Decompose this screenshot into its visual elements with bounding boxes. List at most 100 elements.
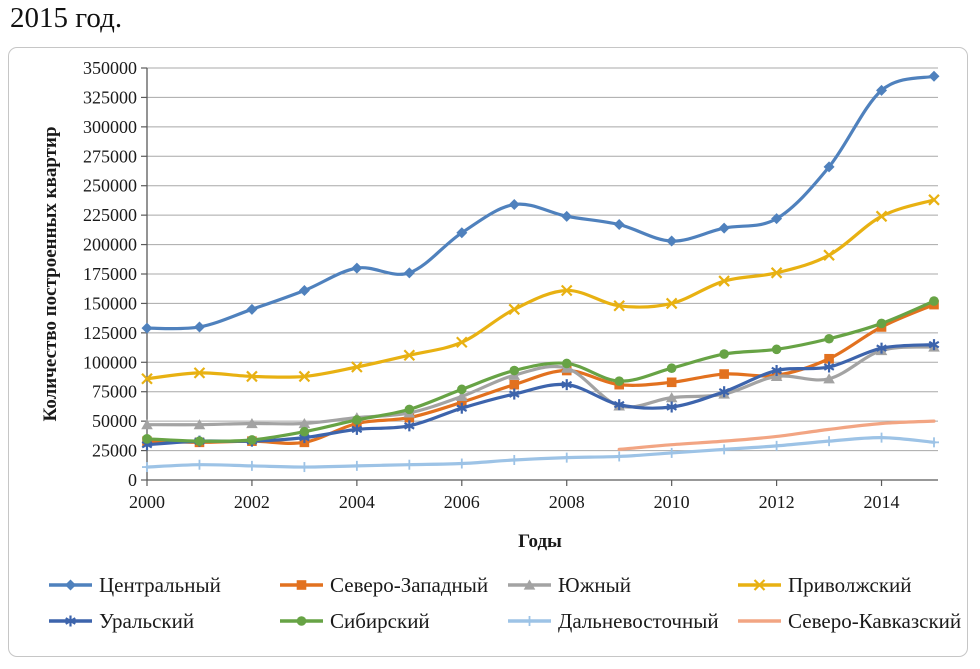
data-point-ural	[299, 433, 310, 442]
y-axis-title: Количество построенных квартир	[40, 126, 61, 421]
series-line-central	[145, 74, 936, 331]
data-point-ural	[508, 390, 520, 398]
data-point-northwest	[719, 369, 729, 379]
data-point-ural	[876, 344, 887, 352]
legend-label-volga: Приволжский	[788, 573, 912, 597]
legend-marker-ural	[65, 617, 76, 625]
data-point-south	[193, 419, 206, 430]
y-tick-label: 175000	[83, 264, 137, 284]
legend-label-central: Центральный	[99, 573, 221, 597]
data-point-siberian	[142, 434, 152, 444]
x-tick-label: 2004	[339, 492, 375, 512]
y-tick-label: 200000	[83, 235, 137, 255]
legend-label-fareast: Дальневосточный	[558, 609, 719, 633]
x-tick-label: 2000	[129, 492, 165, 512]
legend-item-fareast: Дальневосточный	[508, 609, 719, 633]
data-point-south	[141, 419, 153, 430]
data-point-central	[508, 199, 520, 211]
data-point-central	[351, 262, 363, 274]
data-point-central	[246, 303, 258, 315]
data-point-central	[456, 227, 468, 239]
y-tick-label: 325000	[83, 87, 137, 107]
data-point-siberian	[404, 404, 415, 415]
data-point-siberian	[614, 376, 624, 386]
series-line-volga	[145, 198, 936, 381]
data-point-central	[928, 70, 940, 82]
data-point-siberian	[299, 426, 310, 437]
data-point-siberian	[247, 435, 257, 445]
data-point-volga	[456, 336, 468, 349]
data-point-ural	[456, 404, 468, 412]
series-south	[141, 341, 940, 430]
data-point-central	[193, 321, 205, 333]
data-point-central	[141, 322, 153, 334]
data-point-northwest	[509, 379, 520, 390]
data-point-south	[823, 373, 835, 384]
data-point-south	[298, 417, 311, 429]
data-point-ural	[718, 387, 730, 396]
legend-item-ural: Уральский	[49, 609, 194, 633]
data-point-volga	[928, 194, 940, 206]
data-point-northwest	[824, 353, 834, 364]
data-point-volga	[298, 370, 311, 383]
data-point-volga	[246, 370, 258, 383]
series-volga	[141, 194, 940, 385]
legend-marker-central	[65, 579, 76, 591]
data-point-volga	[875, 210, 888, 223]
data-point-volga	[403, 349, 416, 362]
data-point-central	[613, 219, 625, 231]
data-point-south	[246, 417, 258, 429]
legend: Центральный Северо-Западный Южный Приволжск…	[49, 573, 961, 633]
x-tick-label: 2012	[759, 492, 795, 512]
series-siberian	[142, 296, 939, 446]
data-point-siberian	[876, 318, 887, 329]
data-point-south	[456, 390, 468, 402]
line-chart: 0 25000 50000 75000 100000 125000 150000 175000…	[40, 58, 961, 633]
legend-label-south: Южный	[558, 573, 631, 597]
y-tick-label: 0	[128, 470, 137, 490]
legend-marker-northwest	[296, 580, 307, 590]
chart-container: 0 25000 50000 75000 100000 125000 150000 175000…	[8, 47, 968, 657]
data-point-volga	[560, 284, 573, 297]
data-point-volga	[508, 303, 521, 316]
y-tick-label: 125000	[83, 323, 137, 343]
data-point-ural	[823, 363, 835, 371]
gridlines	[147, 67, 938, 481]
data-point-volga	[823, 249, 835, 261]
y-tick-label: 250000	[83, 176, 137, 196]
x-tick-label: 2010	[654, 492, 690, 512]
data-point-central	[823, 161, 835, 173]
data-point-ural	[561, 380, 573, 389]
data-point-siberian	[561, 358, 572, 369]
data-point-siberian	[771, 344, 782, 355]
data-point-ural	[771, 366, 782, 375]
legend-label-ural: Уральский	[99, 609, 194, 633]
data-point-siberian	[509, 365, 520, 376]
data-point-siberian	[194, 436, 205, 446]
y-tick-label: 225000	[83, 205, 137, 225]
data-point-central	[403, 267, 415, 279]
data-point-ural	[403, 422, 415, 430]
x-tick-label: 2006	[444, 492, 480, 512]
legend-item-northcaucasus: Северо-Кавказский	[738, 609, 961, 633]
data-point-northwest	[457, 397, 467, 408]
legend-item-northwest: Северо-Западный	[280, 573, 488, 597]
y-tick-label: 50000	[92, 411, 137, 431]
legend-marker-volga	[753, 579, 766, 591]
legend-item-volga: Приволжский	[738, 573, 912, 597]
data-point-northwest	[666, 377, 677, 388]
x-tick-label: 2008	[549, 492, 585, 512]
y-tick-label: 150000	[83, 293, 137, 313]
legend-item-central: Центральный	[49, 573, 221, 597]
series-fareast	[142, 432, 939, 473]
data-point-volga	[770, 267, 783, 279]
y-tick-label: 25000	[92, 441, 137, 461]
y-tick-label: 350000	[83, 58, 137, 78]
legend-label-northwest: Северо-Западный	[330, 573, 488, 597]
data-point-ural	[351, 425, 363, 434]
y-tick-label: 75000	[92, 382, 137, 402]
series-line-fareast	[145, 436, 936, 469]
data-point-ural	[928, 340, 940, 349]
data-point-ural	[613, 400, 625, 409]
